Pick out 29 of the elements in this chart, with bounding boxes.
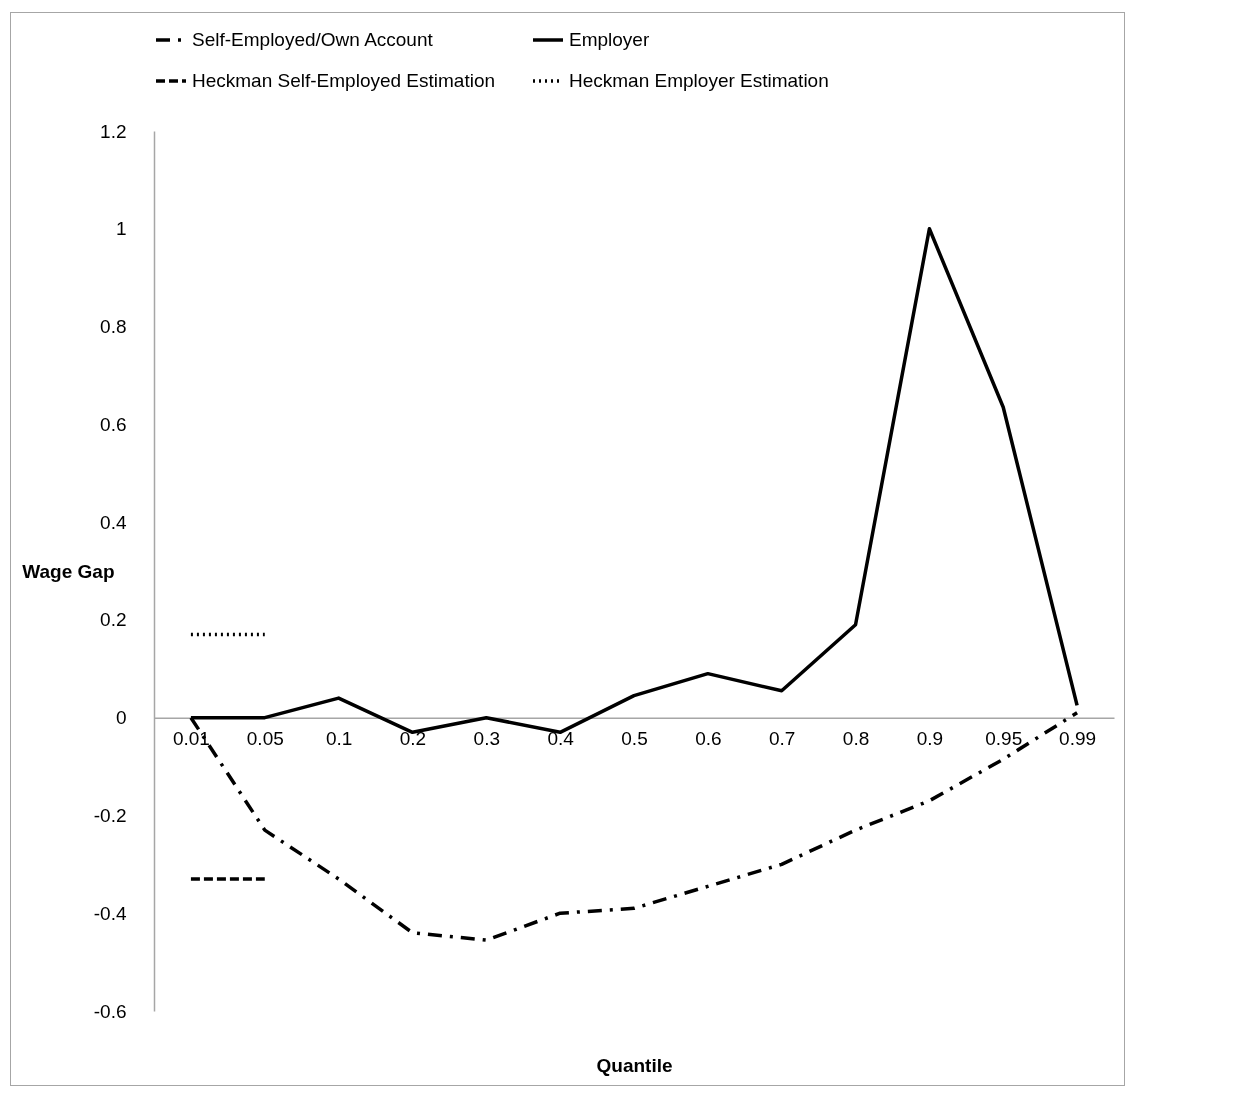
y-tick-label: 0.2	[100, 609, 127, 631]
y-tick-label: -0.6	[93, 1000, 127, 1022]
x-tick-label: 0.4	[547, 728, 575, 750]
x-tick-label: 0.7	[768, 728, 796, 750]
x-tick-label: 0.05	[246, 728, 284, 750]
x-tick-label: 0.5	[621, 728, 648, 750]
x-tick-label: 0.8	[842, 728, 870, 750]
x-tick-label: 0.1	[325, 728, 353, 750]
legend-label: Heckman Employer Estimation	[569, 70, 829, 91]
y-tick-label: 1	[115, 218, 127, 240]
y-tick-label: -0.2	[93, 804, 127, 826]
y-tick-label: 0.8	[100, 316, 127, 338]
y-tick-label: 0	[115, 707, 127, 729]
x-axis-title: Quantile	[596, 1054, 673, 1076]
legend-label: Self-Employed/Own Account	[192, 29, 434, 50]
y-tick-label: 1.2	[100, 120, 127, 142]
y-axis-title: Wage Gap	[22, 560, 115, 582]
x-tick-label: 0.99	[1059, 728, 1097, 750]
y-tick-label: -0.4	[93, 902, 127, 924]
y-tick-label: 0.6	[100, 413, 127, 435]
x-tick-label: 0.3	[473, 728, 501, 750]
x-tick-label: 0.6	[695, 728, 722, 750]
x-tick-label: 0.01	[172, 728, 210, 750]
legend-label: Heckman Self-Employed Estimation	[192, 70, 496, 91]
x-tick-label: 0.9	[916, 728, 944, 750]
y-tick-label: 0.4	[100, 511, 127, 533]
legend-label: Employer	[569, 29, 650, 50]
x-tick-label: 0.2	[399, 728, 427, 750]
x-tick-label: 0.95	[985, 728, 1023, 750]
